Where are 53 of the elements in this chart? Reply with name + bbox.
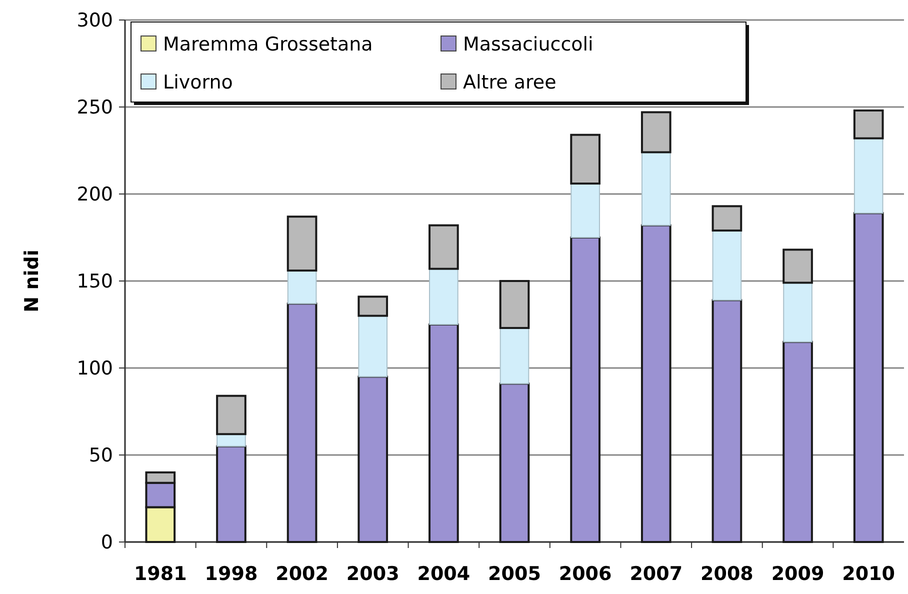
x-tick-label: 2005	[488, 563, 541, 585]
bar	[499, 280, 530, 329]
y-tick-label: 50	[88, 444, 113, 467]
y-axis-title: N nidi	[21, 250, 43, 312]
x-tick-label: 2004	[417, 563, 470, 585]
legend-label: Maremma Grossetana	[163, 34, 373, 56]
bar	[216, 394, 246, 436]
bar	[358, 376, 388, 543]
bar	[570, 236, 600, 543]
bar	[358, 315, 388, 378]
y-tick-label: 300	[76, 10, 113, 32]
bar	[429, 268, 458, 325]
legend-label: Altre aree	[463, 72, 556, 94]
y-tick-label: 0	[100, 532, 113, 554]
bar	[712, 205, 742, 232]
x-tick-label: 2002	[276, 563, 328, 585]
bar	[783, 282, 812, 342]
bar	[500, 327, 530, 384]
x-tick-label: 2008	[700, 563, 754, 585]
bar	[712, 230, 742, 301]
bar	[428, 324, 459, 543]
bar	[712, 299, 742, 543]
x-tick-label: 1998	[204, 563, 258, 585]
x-tick-label: 2010	[842, 563, 896, 585]
bar	[570, 183, 600, 238]
x-tick-label: 2009	[771, 563, 824, 585]
legend-label: Livorno	[163, 72, 233, 94]
y-tick-label: 250	[76, 96, 113, 119]
y-tick-label: 150	[76, 270, 113, 293]
x-tick-label: 2003	[346, 563, 400, 585]
bar	[286, 302, 318, 543]
bar	[216, 445, 246, 543]
bar	[499, 382, 530, 543]
bar	[428, 224, 459, 270]
bar	[854, 138, 884, 214]
bar	[286, 216, 318, 272]
bar	[853, 109, 884, 140]
bar	[216, 434, 246, 447]
bar	[570, 134, 600, 185]
bar	[782, 340, 813, 543]
bar	[853, 212, 884, 543]
bar	[287, 270, 317, 304]
x-tick-label: 2006	[558, 563, 612, 585]
bar	[358, 296, 388, 317]
y-tick-label: 100	[76, 358, 113, 380]
legend-label: Massaciuccoli	[463, 34, 594, 56]
bar	[640, 111, 672, 154]
bar	[640, 224, 672, 543]
y-tick-label: 200	[76, 184, 113, 206]
x-tick-label: 2007	[630, 563, 683, 585]
x-tick-label: 1981	[134, 563, 187, 585]
bar	[641, 152, 671, 226]
bar	[782, 248, 813, 284]
